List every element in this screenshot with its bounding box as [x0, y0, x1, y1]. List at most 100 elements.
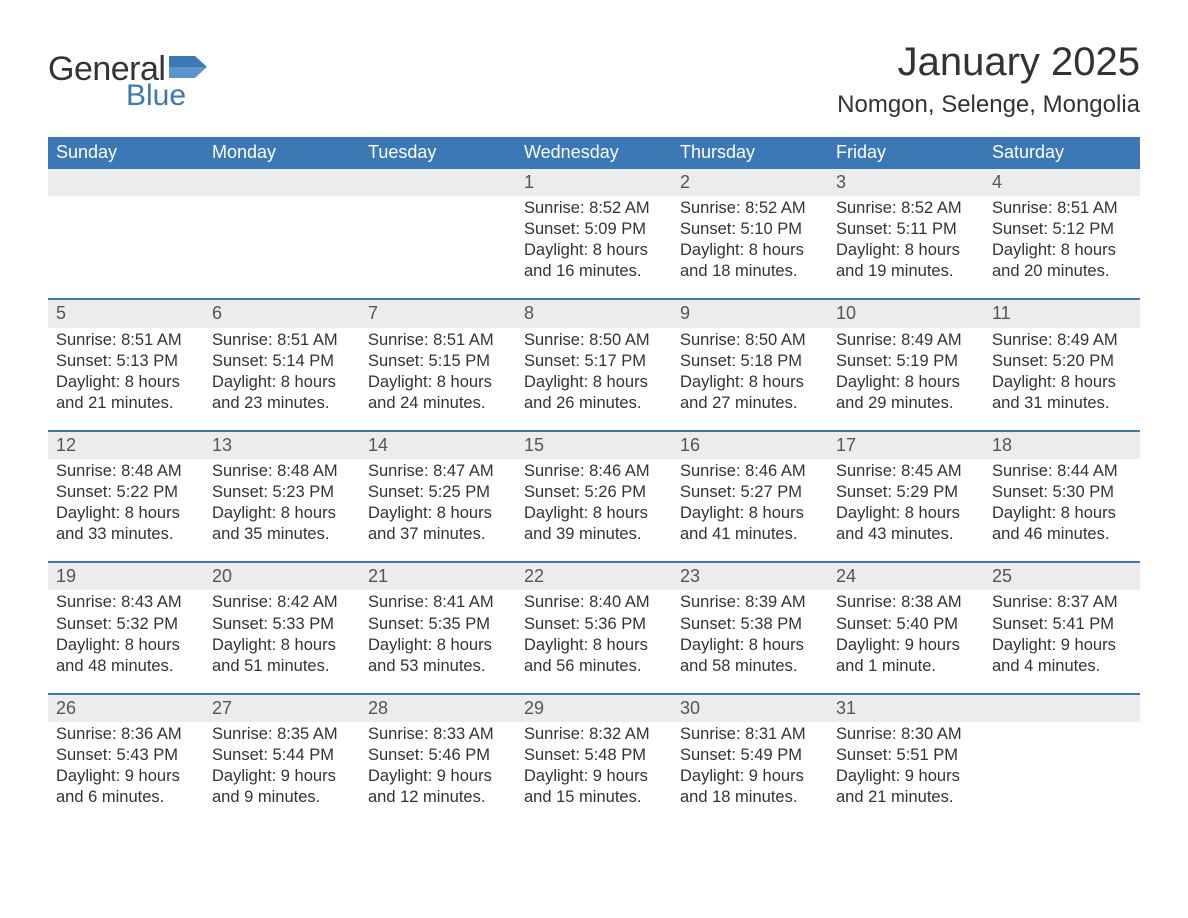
- day-number: 14: [360, 432, 516, 459]
- daylight-text-1: Daylight: 9 hours: [368, 766, 508, 787]
- day-body: [360, 196, 516, 286]
- day-number: 12: [48, 432, 204, 459]
- sunrise-text: Sunrise: 8:38 AM: [836, 592, 976, 613]
- week-row: 19202122232425Sunrise: 8:43 AMSunset: 5:…: [48, 561, 1140, 680]
- daylight-text-2: and 1 minute.: [836, 656, 976, 677]
- sunrise-text: Sunrise: 8:42 AM: [212, 592, 352, 613]
- dow-cell: Sunday: [48, 137, 204, 169]
- sunrise-text: Sunrise: 8:51 AM: [368, 330, 508, 351]
- day-body-row: Sunrise: 8:48 AMSunset: 5:22 PMDaylight:…: [48, 459, 1140, 549]
- dow-cell: Friday: [828, 137, 984, 169]
- day-number-row: 12131415161718: [48, 432, 1140, 459]
- sunrise-text: Sunrise: 8:51 AM: [56, 330, 196, 351]
- daylight-text-2: and 21 minutes.: [56, 393, 196, 414]
- daylight-text-1: Daylight: 9 hours: [56, 766, 196, 787]
- daylight-text-2: and 35 minutes.: [212, 524, 352, 545]
- day-number: 2: [672, 169, 828, 196]
- day-body: Sunrise: 8:35 AMSunset: 5:44 PMDaylight:…: [204, 722, 360, 812]
- day-number-row: 19202122232425: [48, 563, 1140, 590]
- day-body: Sunrise: 8:38 AMSunset: 5:40 PMDaylight:…: [828, 590, 984, 680]
- day-body: Sunrise: 8:40 AMSunset: 5:36 PMDaylight:…: [516, 590, 672, 680]
- daylight-text-1: Daylight: 8 hours: [680, 372, 820, 393]
- sunrise-text: Sunrise: 8:37 AM: [992, 592, 1132, 613]
- daylight-text-1: Daylight: 8 hours: [524, 635, 664, 656]
- day-number: 25: [984, 563, 1140, 590]
- sunrise-text: Sunrise: 8:32 AM: [524, 724, 664, 745]
- day-number: 7: [360, 300, 516, 327]
- sunrise-text: Sunrise: 8:43 AM: [56, 592, 196, 613]
- day-number: [48, 169, 204, 196]
- day-number: 21: [360, 563, 516, 590]
- day-body: Sunrise: 8:51 AMSunset: 5:15 PMDaylight:…: [360, 328, 516, 418]
- sunset-text: Sunset: 5:40 PM: [836, 614, 976, 635]
- sunset-text: Sunset: 5:18 PM: [680, 351, 820, 372]
- sunset-text: Sunset: 5:32 PM: [56, 614, 196, 635]
- day-body: Sunrise: 8:36 AMSunset: 5:43 PMDaylight:…: [48, 722, 204, 812]
- sunrise-text: Sunrise: 8:51 AM: [992, 198, 1132, 219]
- sunset-text: Sunset: 5:38 PM: [680, 614, 820, 635]
- daylight-text-1: Daylight: 8 hours: [524, 372, 664, 393]
- daylight-text-2: and 24 minutes.: [368, 393, 508, 414]
- sunset-text: Sunset: 5:35 PM: [368, 614, 508, 635]
- day-body: Sunrise: 8:39 AMSunset: 5:38 PMDaylight:…: [672, 590, 828, 680]
- daylight-text-1: Daylight: 9 hours: [992, 635, 1132, 656]
- day-number: 30: [672, 695, 828, 722]
- daylight-text-1: Daylight: 8 hours: [212, 503, 352, 524]
- daylight-text-1: Daylight: 8 hours: [680, 635, 820, 656]
- daylight-text-2: and 9 minutes.: [212, 787, 352, 808]
- day-number: 6: [204, 300, 360, 327]
- day-body: Sunrise: 8:49 AMSunset: 5:19 PMDaylight:…: [828, 328, 984, 418]
- logo: General Blue: [48, 40, 207, 113]
- day-number: 31: [828, 695, 984, 722]
- daylight-text-2: and 4 minutes.: [992, 656, 1132, 677]
- sunset-text: Sunset: 5:44 PM: [212, 745, 352, 766]
- day-body: Sunrise: 8:52 AMSunset: 5:10 PMDaylight:…: [672, 196, 828, 286]
- daylight-text-1: Daylight: 8 hours: [836, 240, 976, 261]
- sunrise-text: Sunrise: 8:48 AM: [56, 461, 196, 482]
- sunrise-text: Sunrise: 8:47 AM: [368, 461, 508, 482]
- day-number-row: 567891011: [48, 300, 1140, 327]
- daylight-text-1: Daylight: 8 hours: [212, 372, 352, 393]
- day-body: Sunrise: 8:44 AMSunset: 5:30 PMDaylight:…: [984, 459, 1140, 549]
- weeks-container: 1234Sunrise: 8:52 AMSunset: 5:09 PMDayli…: [48, 169, 1140, 812]
- day-number: [984, 695, 1140, 722]
- sunset-text: Sunset: 5:19 PM: [836, 351, 976, 372]
- daylight-text-1: Daylight: 8 hours: [368, 635, 508, 656]
- dow-cell: Wednesday: [516, 137, 672, 169]
- sunrise-text: Sunrise: 8:49 AM: [992, 330, 1132, 351]
- sunrise-text: Sunrise: 8:50 AM: [524, 330, 664, 351]
- daylight-text-1: Daylight: 8 hours: [56, 372, 196, 393]
- logo-text-blue: Blue: [126, 79, 186, 113]
- daylight-text-2: and 46 minutes.: [992, 524, 1132, 545]
- daylight-text-2: and 23 minutes.: [212, 393, 352, 414]
- sunrise-text: Sunrise: 8:39 AM: [680, 592, 820, 613]
- day-number: [360, 169, 516, 196]
- daylight-text-1: Daylight: 8 hours: [680, 240, 820, 261]
- daylight-text-1: Daylight: 8 hours: [212, 635, 352, 656]
- sunrise-text: Sunrise: 8:30 AM: [836, 724, 976, 745]
- sunset-text: Sunset: 5:23 PM: [212, 482, 352, 503]
- daylight-text-2: and 16 minutes.: [524, 261, 664, 282]
- daylight-text-2: and 21 minutes.: [836, 787, 976, 808]
- sunset-text: Sunset: 5:10 PM: [680, 219, 820, 240]
- sunrise-text: Sunrise: 8:52 AM: [836, 198, 976, 219]
- daylight-text-2: and 58 minutes.: [680, 656, 820, 677]
- day-number-row: 262728293031: [48, 695, 1140, 722]
- daylight-text-1: Daylight: 9 hours: [836, 766, 976, 787]
- day-body-row: Sunrise: 8:36 AMSunset: 5:43 PMDaylight:…: [48, 722, 1140, 812]
- day-number: 5: [48, 300, 204, 327]
- day-body: Sunrise: 8:52 AMSunset: 5:09 PMDaylight:…: [516, 196, 672, 286]
- sunrise-text: Sunrise: 8:36 AM: [56, 724, 196, 745]
- sunrise-text: Sunrise: 8:44 AM: [992, 461, 1132, 482]
- sunset-text: Sunset: 5:13 PM: [56, 351, 196, 372]
- sunset-text: Sunset: 5:09 PM: [524, 219, 664, 240]
- week-row: 262728293031Sunrise: 8:36 AMSunset: 5:43…: [48, 693, 1140, 812]
- daylight-text-2: and 29 minutes.: [836, 393, 976, 414]
- dow-cell: Tuesday: [360, 137, 516, 169]
- sunrise-text: Sunrise: 8:50 AM: [680, 330, 820, 351]
- day-number: 24: [828, 563, 984, 590]
- day-number: 23: [672, 563, 828, 590]
- day-number: 16: [672, 432, 828, 459]
- sunset-text: Sunset: 5:27 PM: [680, 482, 820, 503]
- sunrise-text: Sunrise: 8:46 AM: [680, 461, 820, 482]
